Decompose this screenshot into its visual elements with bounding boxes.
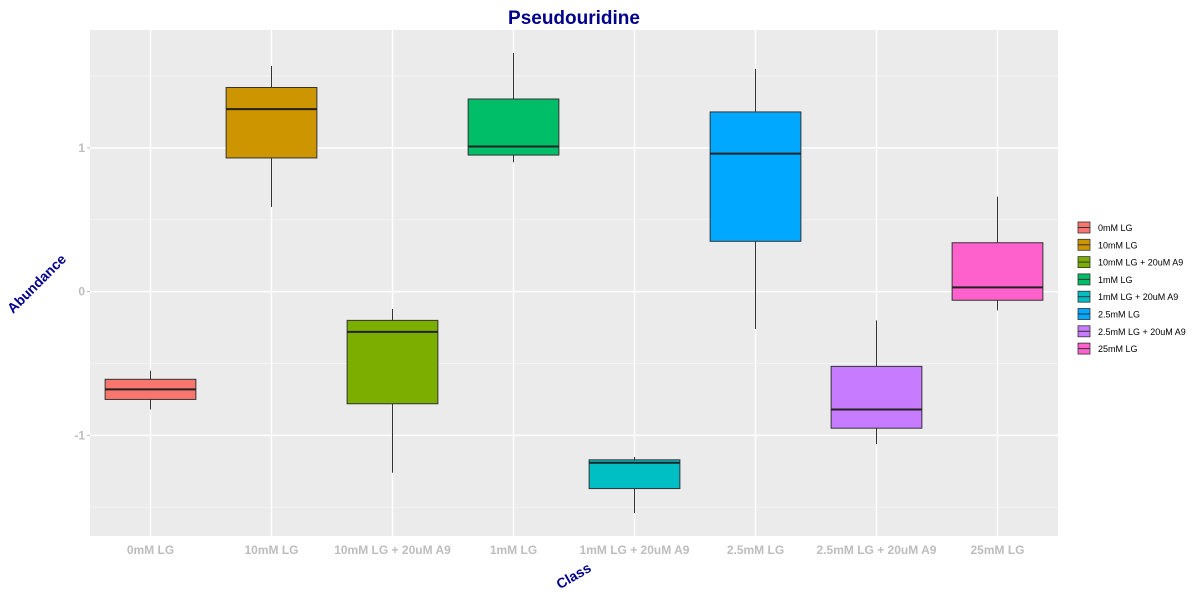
x-tick-label: 2.5mM LG	[727, 543, 784, 557]
legend-item: 10mM LG	[1077, 238, 1138, 251]
box-2	[225, 65, 318, 207]
legend: 0mM LG 10mM LG 10mM LG + 20uM A9 1mM LG 1mM …	[1077, 221, 1186, 355]
x-tick-label: 10mM LG	[244, 543, 298, 557]
x-axis-title: Class	[553, 559, 594, 592]
box-4	[467, 53, 560, 163]
y-axis-title: Abundance	[4, 251, 69, 316]
x-tick-label: 1mM LG + 20uM A9	[580, 543, 690, 557]
y-tick-labels: -1 0 1	[74, 141, 90, 442]
box-iqr	[830, 365, 923, 429]
x-tick-label: 25mM LG	[970, 543, 1024, 557]
legend-item: 25mM LG	[1077, 342, 1138, 355]
x-tick-label: 0mM LG	[127, 543, 174, 557]
x-tick-labels: 0mM LG 10mM LG 10mM LG + 20uM A9 1mM LG 1mM …	[127, 543, 1025, 557]
box-iqr	[588, 459, 681, 490]
box-6	[709, 68, 802, 329]
legend-label: 0mM LG	[1098, 223, 1133, 233]
legend-item: 1mM LG	[1077, 273, 1133, 286]
legend-item: 10mM LG + 20uM A9	[1077, 256, 1183, 269]
chart-title: Pseudouridine	[508, 8, 640, 29]
y-tick-label: 0	[78, 285, 85, 299]
box-7	[830, 320, 923, 444]
legend-label: 25mM LG	[1098, 344, 1138, 354]
legend-item: 2.5mM LG	[1077, 308, 1140, 320]
legend-label: 10mM LG + 20uM A9	[1098, 258, 1183, 268]
box-iqr	[225, 87, 318, 159]
x-tick-label: 2.5mM LG + 20uM A9	[817, 543, 937, 557]
y-tick-label: 1	[78, 141, 85, 155]
x-tick-label: 1mM LG	[490, 543, 537, 557]
legend-label: 2.5mM LG + 20uM A9	[1098, 327, 1186, 337]
box-iqr	[709, 111, 802, 242]
box-8	[951, 196, 1044, 311]
legend-label: 10mM LG	[1098, 240, 1138, 250]
legend-item: 2.5mM LG + 20uM A9	[1077, 325, 1186, 338]
box-iqr	[346, 319, 439, 405]
box-iqr	[951, 242, 1044, 301]
box-3	[346, 308, 439, 473]
x-tick-label: 10mM LG + 20uM A9	[334, 543, 451, 557]
boxes	[104, 53, 1044, 513]
legend-label: 1mM LG + 20uM A9	[1098, 292, 1178, 302]
box-1	[104, 370, 197, 410]
legend-item: 1mM LG + 20uM A9	[1077, 290, 1178, 303]
legend-item: 0mM LG	[1077, 221, 1133, 234]
y-tick-label: -1	[74, 428, 85, 442]
legend-label: 2.5mM LG	[1098, 310, 1140, 320]
legend-label: 1mM LG	[1098, 275, 1133, 285]
box-5	[588, 456, 681, 513]
